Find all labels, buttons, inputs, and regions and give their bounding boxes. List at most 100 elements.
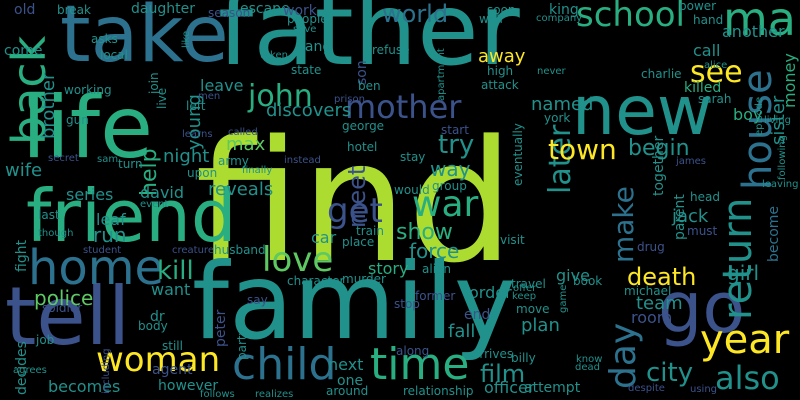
word-stop: stop (394, 297, 420, 311)
word-know: know (576, 354, 603, 365)
word-left: left (186, 99, 206, 113)
word-child: child (232, 339, 337, 390)
word-death: death (627, 263, 697, 291)
word-fall: fall (448, 321, 476, 342)
word-parent: parent (672, 194, 688, 240)
word-company: company (536, 13, 583, 24)
word-kill: kill (157, 256, 194, 286)
word-show: show (396, 220, 453, 245)
word-sam: sam (97, 154, 119, 165)
word-try: try (438, 130, 475, 160)
word-soldier: soldier (42, 301, 83, 315)
word-game: game (558, 284, 569, 313)
word-plan: plan (521, 315, 560, 336)
word-begin: begin (628, 136, 690, 161)
word-work: work (283, 3, 317, 19)
word-leaving: leaving (762, 179, 799, 190)
word-book: book (573, 274, 603, 288)
word-call: call (693, 41, 721, 60)
word-living: living (764, 115, 791, 126)
word-finally: finally (242, 165, 273, 176)
word-world: world (382, 0, 449, 28)
word-next: next (328, 355, 364, 374)
word-billy: billy (511, 351, 536, 365)
word-relationship: relationship (403, 384, 474, 398)
word-city: city (646, 358, 694, 388)
word-room: room (631, 308, 673, 327)
word-fight: fight (14, 239, 30, 272)
word-party: party (235, 328, 249, 360)
word-meet: meet (343, 165, 371, 228)
word-wife: wife (5, 160, 43, 181)
word-turn: turn (118, 157, 143, 171)
word-officer: officer (484, 378, 535, 397)
word-come: come (4, 43, 43, 59)
word-money: money (780, 53, 799, 108)
word-realizes: realizes (255, 389, 294, 400)
word-join: join (147, 72, 161, 94)
word-peter: peter (213, 309, 229, 347)
word-return: return (715, 197, 761, 320)
word-instead: instead (284, 155, 321, 166)
word-james: james (676, 156, 707, 167)
word-last: last (38, 208, 60, 222)
word-year: year (700, 317, 790, 363)
word-season: season (208, 6, 251, 20)
word-learns: learns (182, 129, 213, 140)
word-man: man (723, 0, 800, 46)
word-jack: jack (672, 206, 709, 227)
word-end: end (464, 307, 491, 323)
word-place: place (342, 235, 375, 249)
word-war: war (412, 184, 479, 225)
word-army: army (218, 154, 249, 168)
word-agrees: agrees (13, 365, 47, 376)
word-local: local (100, 48, 128, 62)
word-arrives: arrives (472, 347, 514, 361)
word-town: town (548, 133, 617, 166)
word-alien: alien (422, 262, 452, 276)
word-break: break (57, 3, 91, 17)
word-soon: soon (487, 3, 516, 17)
word-want: want (151, 280, 191, 299)
word-ben: ben (358, 79, 381, 93)
word-john: john (248, 79, 313, 114)
word-away: away (478, 46, 526, 67)
word-leaf: leaf (96, 210, 126, 229)
word-order: order (469, 283, 512, 302)
word-dead: dead (575, 362, 600, 373)
word-save: save (293, 24, 317, 35)
word-former: former (415, 289, 456, 303)
word-old: old (14, 2, 36, 18)
word-car: car (311, 228, 337, 247)
word-charlie: charlie (641, 67, 682, 81)
word-called: called (228, 127, 258, 138)
word-men: men (198, 91, 221, 102)
word-tell: tell (5, 270, 131, 363)
word-following: following (777, 135, 788, 180)
word-refuse: refuse (372, 43, 410, 57)
word-girl: girl (727, 261, 760, 285)
word-get: get (327, 191, 383, 231)
word-another: another (722, 22, 785, 41)
word-state: state (291, 63, 322, 77)
word-team: team (636, 293, 683, 314)
word-leave: leave (200, 76, 244, 95)
word-together: together (651, 135, 667, 196)
word-find: find (195, 104, 514, 300)
word-becomes: becomes (48, 377, 121, 396)
word-go: go (658, 267, 746, 349)
word-move: move (516, 302, 550, 316)
word-start: start (441, 123, 469, 137)
word-life: life (22, 78, 153, 178)
word-group: group (432, 179, 467, 193)
word-upon: upon (187, 166, 218, 180)
word-high: high (487, 64, 514, 78)
word-like: like (181, 30, 192, 48)
word-travel: travel (511, 277, 546, 291)
word-stay: stay (400, 150, 426, 164)
word-york: york (544, 111, 571, 125)
word-brother: brother (38, 72, 59, 139)
word-one: one (337, 373, 364, 389)
word-become: become (766, 205, 782, 262)
